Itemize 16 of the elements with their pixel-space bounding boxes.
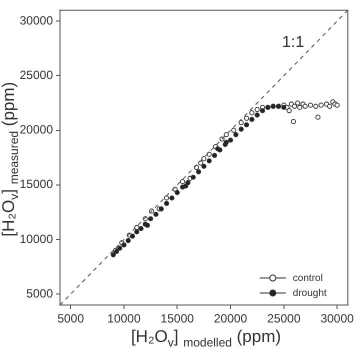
y-tick-label: 25000: [20, 68, 54, 82]
x-tick-label: 25000: [267, 312, 301, 326]
x-tick-label: 15000: [160, 312, 194, 326]
annotation: 1:1: [282, 34, 304, 52]
legend-label: control: [292, 272, 323, 284]
y-tick-label: 20000: [20, 122, 54, 137]
y-tick-label: 10000: [20, 232, 54, 246]
x-tick-label: 20000: [214, 312, 248, 326]
x-tick-label: 5000: [57, 312, 84, 326]
y-tick-label: 15000: [20, 177, 54, 192]
y-tick-label: 30000: [20, 13, 54, 28]
x-tick-label: 10000: [107, 312, 141, 326]
x-axis-title: [H₂O$_{v}$] $_{modelled}$ (ppm): [130, 326, 282, 349]
y-tick-label: 5000: [26, 286, 54, 300]
x-tick-label: 30000: [320, 312, 354, 326]
legend-label: drought: [292, 288, 327, 299]
